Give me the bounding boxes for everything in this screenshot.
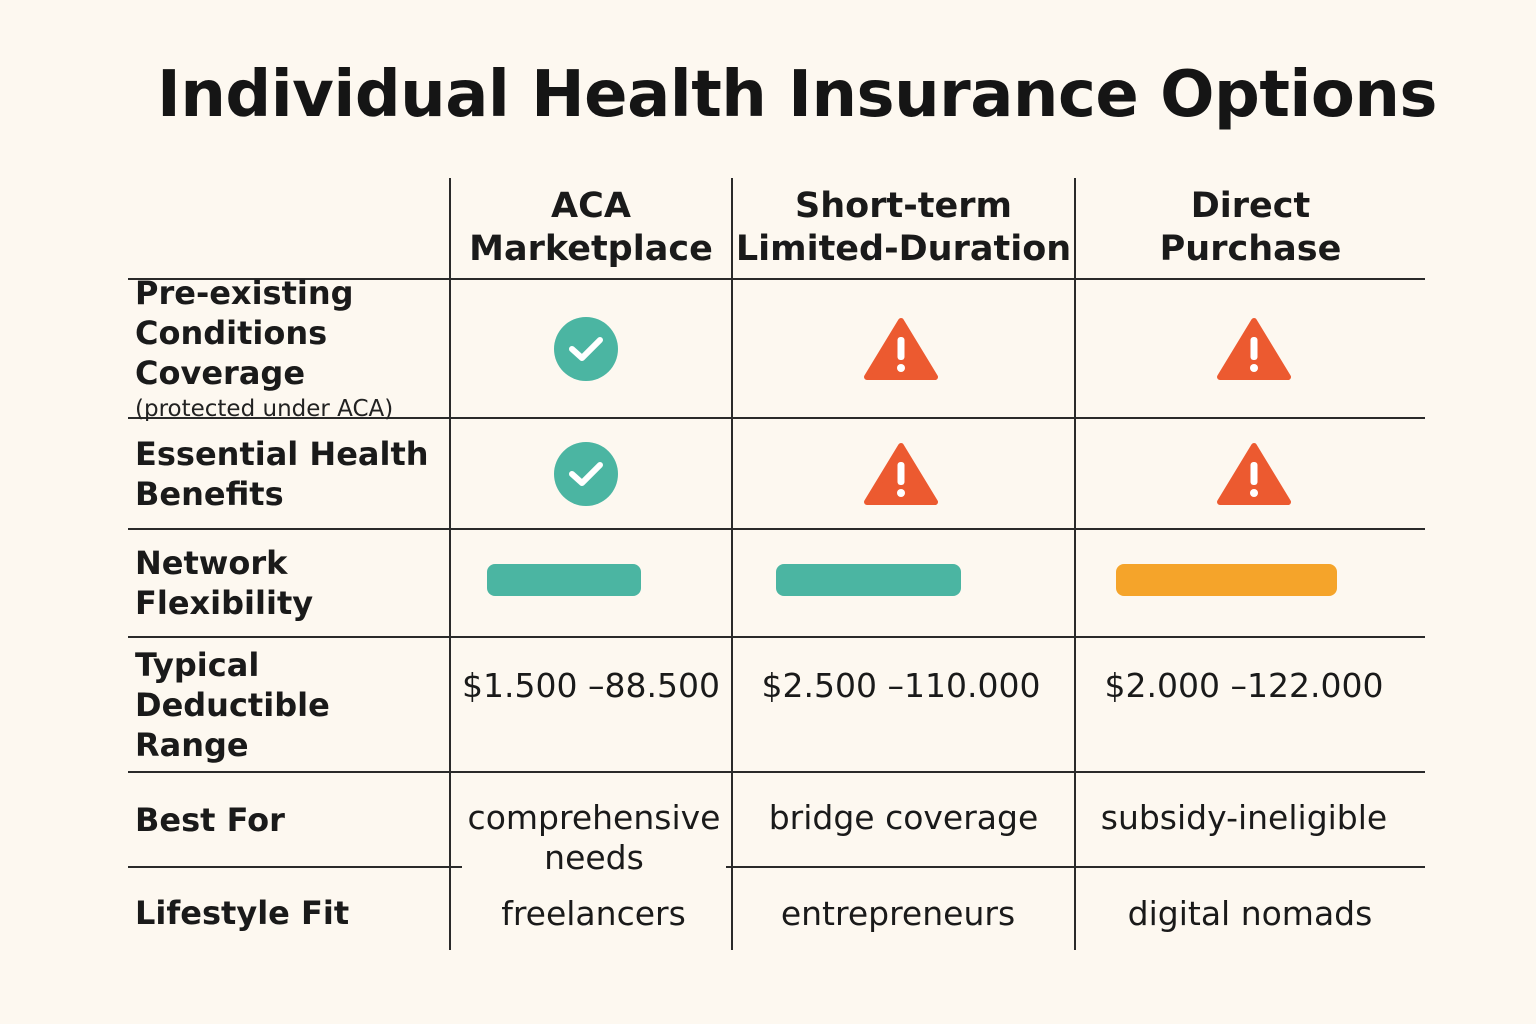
network-bar-fill (776, 564, 961, 596)
column-header-direct: Direct Purchase (1159, 186, 1342, 269)
cell-preexisting-direct (1076, 280, 1431, 417)
table-divider (128, 528, 1425, 530)
deductible-value-short-term: $2.500 –110.000 (761, 666, 1041, 705)
warning-icon (864, 442, 938, 505)
lifestyle-aca: freelancers (501, 894, 686, 933)
row-note: (protected under ACA) (135, 395, 394, 422)
best-for-short-term: bridge coverage (768, 798, 1039, 837)
warning-icon (1216, 317, 1291, 380)
cell-essential-aca (451, 419, 721, 528)
deductible-value-aca: $1.500 –88.500 (462, 666, 720, 705)
cell-preexisting-aca (451, 280, 721, 417)
column-divider (1074, 178, 1076, 950)
column-divider (731, 178, 733, 950)
cell-essential-short-term (733, 419, 1069, 528)
row-label-lifestyle-fit: Lifestyle Fit (135, 894, 350, 932)
network-bar-direct (1116, 564, 1337, 596)
best-for-direct: subsidy-ineligible (1100, 798, 1388, 837)
table-divider (128, 771, 1425, 773)
best-for-aca: comprehensive needs (461, 796, 727, 880)
deductible-value-direct: $2.000 –122.000 (1104, 666, 1384, 705)
row-label-deductible: Typical Deductible Range (135, 646, 330, 764)
network-bar-aca (487, 564, 707, 596)
table-divider (128, 636, 1425, 638)
row-label-preexisting: Pre-existing Conditions Coverage (protec… (135, 274, 450, 422)
cell-preexisting-short-term (733, 280, 1069, 417)
check-icon (554, 316, 618, 381)
page-title: Individual Health Insurance Options (157, 58, 1437, 132)
row-label-essential-benefits: Essential Health Benefits (135, 434, 429, 513)
table-divider (128, 866, 1425, 868)
row-label-best-for: Best For (135, 800, 285, 839)
column-header-aca: ACA Marketplace (469, 186, 713, 269)
warning-icon (1216, 442, 1291, 505)
network-bar-short-term (776, 564, 996, 596)
warning-icon (864, 317, 938, 380)
table-divider (128, 417, 1425, 419)
cell-essential-direct (1076, 419, 1431, 528)
table-divider (128, 278, 1425, 280)
lifestyle-direct: digital nomads (1127, 894, 1373, 933)
lifestyle-short-term: entrepreneurs (780, 894, 1016, 933)
row-label-network-flexibility: Network Flexibility (135, 544, 314, 622)
check-icon (554, 441, 618, 506)
column-divider (449, 178, 451, 950)
column-header-short-term: Short-term Limited-Duration (735, 186, 1072, 269)
network-bar-fill (487, 564, 641, 596)
network-bar-fill (1116, 564, 1337, 596)
